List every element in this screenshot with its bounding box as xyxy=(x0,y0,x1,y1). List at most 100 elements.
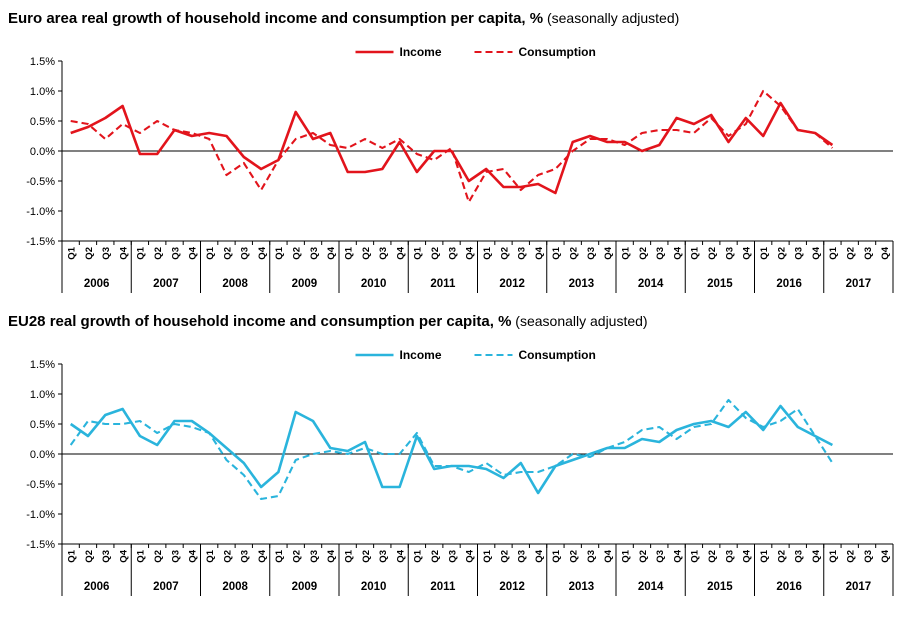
y-tick-label: -1.0% xyxy=(26,206,55,218)
y-tick-label: 1.5% xyxy=(30,359,55,371)
quarter-label: Q2 xyxy=(707,247,718,260)
year-label: 2010 xyxy=(361,581,387,593)
year-label: 2014 xyxy=(638,278,664,290)
chart-title-suffix: (seasonally adjusted) xyxy=(543,10,680,26)
quarter-label: Q3 xyxy=(794,247,805,260)
quarter-label: Q4 xyxy=(188,549,199,562)
quarter-label: Q2 xyxy=(776,247,787,260)
quarter-label: Q3 xyxy=(101,550,112,563)
quarter-label: Q1 xyxy=(828,246,839,259)
quarter-label: Q2 xyxy=(846,247,857,260)
quarter-label: Q4 xyxy=(603,549,614,562)
quarter-label: Q3 xyxy=(863,550,874,563)
legend-income-label: Income xyxy=(400,348,442,362)
quarter-label: Q4 xyxy=(534,549,545,562)
quarter-label: Q1 xyxy=(274,246,285,259)
year-label: 2009 xyxy=(292,581,318,593)
year-label: 2011 xyxy=(430,278,456,290)
y-tick-label: -1.0% xyxy=(26,509,55,521)
year-label: 2008 xyxy=(222,278,248,290)
quarter-label: Q4 xyxy=(811,549,822,562)
quarter-label: Q2 xyxy=(430,550,441,563)
quarter-label: Q3 xyxy=(655,247,666,260)
quarter-label: Q2 xyxy=(153,247,164,260)
year-label: 2016 xyxy=(776,278,802,290)
quarter-label: Q4 xyxy=(880,549,891,562)
quarter-label: Q4 xyxy=(742,549,753,562)
quarter-label: Q3 xyxy=(170,247,181,260)
quarter-label: Q4 xyxy=(326,246,337,259)
quarter-label: Q3 xyxy=(517,247,528,260)
quarter-label: Q2 xyxy=(846,550,857,563)
year-label: 2014 xyxy=(638,581,664,593)
series-line-consumption xyxy=(70,89,834,204)
chart-block-eu28: EU28 real growth of household income and… xyxy=(0,303,905,606)
year-label: 2013 xyxy=(569,278,595,290)
quarter-label: Q2 xyxy=(499,247,510,260)
year-label: 2007 xyxy=(153,278,179,290)
year-label: 2017 xyxy=(846,278,872,290)
quarter-label: Q2 xyxy=(153,550,164,563)
series-lines xyxy=(69,398,834,501)
y-tick-label: -0.5% xyxy=(26,176,55,188)
quarter-label: Q1 xyxy=(620,246,631,259)
legend-consumption-label: Consumption xyxy=(519,348,596,362)
quarter-label: Q1 xyxy=(274,549,285,562)
year-label: 2006 xyxy=(84,581,110,593)
chart-title-suffix: (seasonally adjusted) xyxy=(511,313,648,329)
chart-svg-0: 1.5% 1.0% 0.5% 0.0% -0.5% -1.0% -1.5% Q1 Q2 Q3 Q4 Q… xyxy=(26,45,894,293)
y-tick-label: 1.0% xyxy=(30,86,55,98)
year-label: 2010 xyxy=(361,278,387,290)
quarter-label: Q2 xyxy=(430,247,441,260)
legend: Income Consumption xyxy=(355,348,596,362)
quarter-label: Q3 xyxy=(101,247,112,260)
quarter-label: Q2 xyxy=(84,247,95,260)
quarter-label: Q4 xyxy=(188,246,199,259)
quarter-label: Q1 xyxy=(482,246,493,259)
y-tick-label: 0.5% xyxy=(30,116,55,128)
quarter-label: Q2 xyxy=(499,550,510,563)
quarter-label: Q1 xyxy=(690,549,701,562)
quarter-label: Q2 xyxy=(222,247,233,260)
quarter-label: Q2 xyxy=(638,247,649,260)
quarter-label: Q3 xyxy=(309,550,320,563)
quarter-label: Q4 xyxy=(880,246,891,259)
quarter-label: Q3 xyxy=(586,550,597,563)
quarter-label: Q3 xyxy=(655,550,666,563)
axes xyxy=(58,363,894,596)
quarter-label: Q3 xyxy=(240,550,251,563)
quarter-label: Q4 xyxy=(603,246,614,259)
quarter-label: Q1 xyxy=(343,246,354,259)
quarter-label: Q2 xyxy=(292,247,303,260)
chart-title-main: EU28 real growth of household income and… xyxy=(8,313,512,330)
year-label: 2009 xyxy=(292,278,318,290)
quarter-label: Q2 xyxy=(222,550,233,563)
year-label: 2012 xyxy=(499,581,525,593)
chart-title-main: Euro area real growth of household incom… xyxy=(8,10,544,27)
chart-title-eu28: EU28 real growth of household income and… xyxy=(0,303,905,334)
quarter-label: Q1 xyxy=(136,246,147,259)
quarter-label: Q4 xyxy=(465,549,476,562)
quarter-label: Q3 xyxy=(794,550,805,563)
quarter-label: Q4 xyxy=(326,549,337,562)
y-tick-label: 0.0% xyxy=(30,449,55,461)
quarter-label: Q1 xyxy=(759,549,770,562)
quarter-label: Q1 xyxy=(66,549,77,562)
quarter-label: Q1 xyxy=(66,246,77,259)
quarter-label: Q1 xyxy=(620,549,631,562)
quarter-label: Q2 xyxy=(569,247,580,260)
quarter-label: Q3 xyxy=(447,247,458,260)
quarter-label: Q3 xyxy=(724,550,735,563)
quarter-label: Q1 xyxy=(551,246,562,259)
year-label: 2006 xyxy=(84,278,110,290)
quarter-label: Q4 xyxy=(465,246,476,259)
axis-labels: 1.5% 1.0% 0.5% 0.0% -0.5% -1.0% -1.5% Q1 Q2 Q3 Q4 Q… xyxy=(26,359,891,593)
quarter-label: Q4 xyxy=(257,549,268,562)
quarter-label: Q4 xyxy=(534,246,545,259)
year-label: 2012 xyxy=(499,278,525,290)
y-tick-label: -1.5% xyxy=(26,236,55,248)
chart-title-euro-area: Euro area real growth of household incom… xyxy=(0,0,905,31)
y-tick-label: -1.5% xyxy=(26,539,55,551)
quarter-label: Q1 xyxy=(690,246,701,259)
year-label: 2013 xyxy=(569,581,595,593)
